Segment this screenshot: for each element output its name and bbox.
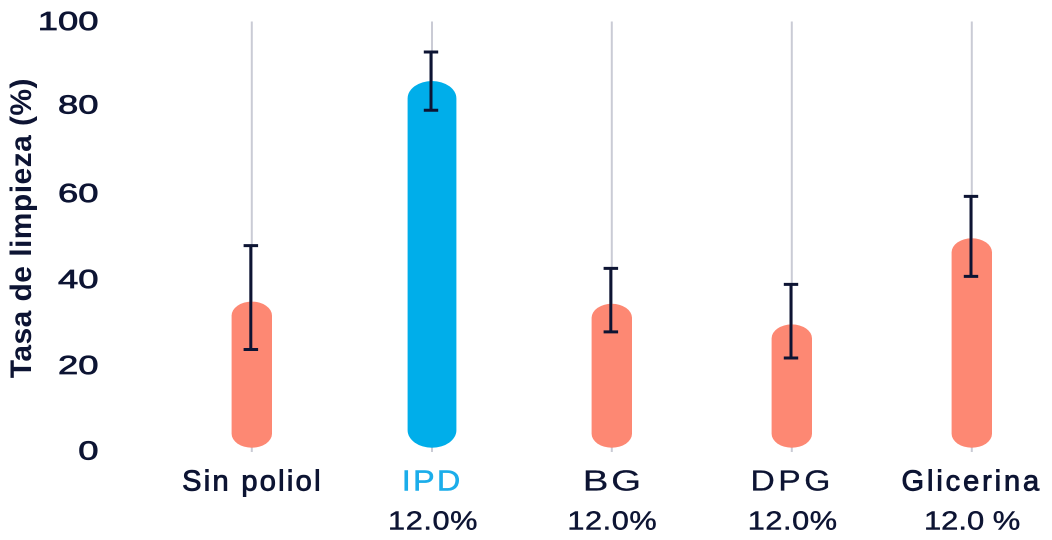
svg-text:BG: BG (583, 465, 644, 497)
svg-text:Sin poliol: Sin poliol (182, 465, 323, 497)
svg-text:12.0%: 12.0% (567, 507, 657, 536)
svg-text:100: 100 (38, 6, 99, 36)
svg-text:IPD: IPD (402, 464, 463, 497)
svg-text:60: 60 (58, 178, 98, 208)
svg-text:40: 40 (58, 264, 98, 294)
svg-text:20: 20 (58, 350, 98, 380)
svg-text:Tasa de limpieza (%): Tasa de limpieza (%) (5, 78, 38, 378)
svg-text:12.0%: 12.0% (748, 507, 838, 536)
svg-text:80: 80 (58, 90, 98, 120)
svg-text:DPG: DPG (751, 465, 834, 497)
svg-text:0: 0 (78, 436, 98, 466)
svg-text:12.0%: 12.0% (388, 507, 478, 536)
svg-text:12.0 %: 12.0 % (924, 507, 1020, 536)
svg-text:Glicerina: Glicerina (902, 465, 1043, 497)
